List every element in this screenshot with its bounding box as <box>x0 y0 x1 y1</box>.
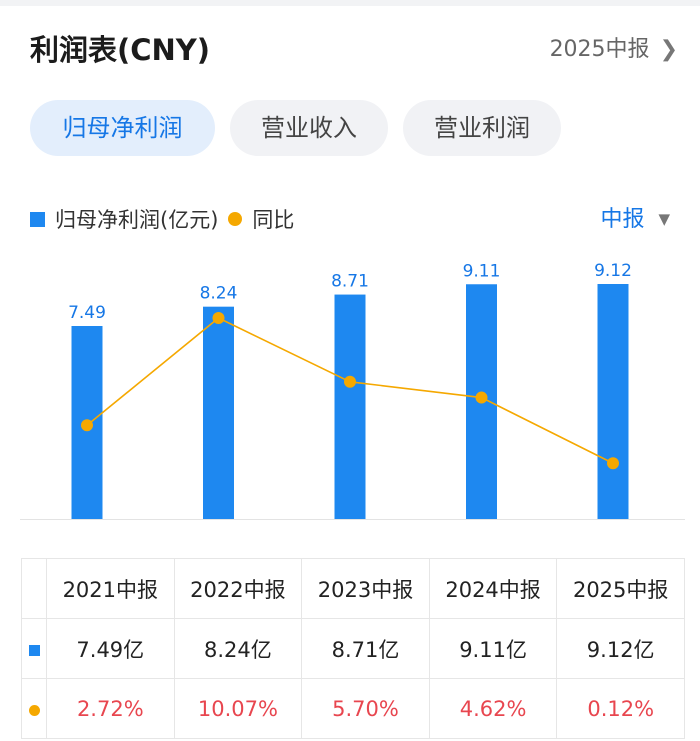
bar-legend-marker <box>30 211 45 227</box>
table-cell: 8.24亿 <box>173 618 303 679</box>
yoy-point[interactable] <box>607 457 619 470</box>
yoy-point[interactable] <box>212 312 225 324</box>
tab-net-profit[interactable]: 归母净利润 <box>30 100 215 156</box>
page-title: 利润表(CNY) <box>30 33 211 67</box>
tab-operating-profit[interactable]: 营业利润 <box>403 100 561 156</box>
tab-revenue[interactable]: 营业收入 <box>230 100 388 156</box>
table-header-cell: 2025中报 <box>556 558 685 619</box>
table-cell: 10.07% <box>173 678 303 739</box>
dot-marker-icon <box>28 704 40 716</box>
table-cell: 2.72% <box>46 678 175 739</box>
range-label: 中报 <box>600 207 645 232</box>
header: 利润表(CNY) 2025中报 ❯ <box>0 30 700 70</box>
bar[interactable] <box>203 306 234 519</box>
table-header-cell: 2022中报 <box>173 558 303 619</box>
bar-value-label: 8.71 <box>331 272 369 292</box>
line-legend-marker <box>228 212 243 226</box>
table-header-cell: 2021中报 <box>46 558 175 619</box>
line-row-marker <box>21 678 47 739</box>
bar-value-label: 9.12 <box>594 261 632 281</box>
table-header-row: 2021中报 2022中报 2023中报 2024中报 2025中报 <box>21 558 685 619</box>
header-corner <box>21 558 47 619</box>
bar-row-marker <box>21 618 47 679</box>
chart-legend: 归母净利润(亿元) 同比 <box>30 204 294 236</box>
profit-chart: 7.49 8.24 8.71 9.11 9.12 <box>20 261 685 520</box>
table-cell: 0.12% <box>556 678 685 739</box>
table-header-cell: 2023中报 <box>301 558 430 619</box>
data-table: 2021中报 2022中报 2023中报 2024中报 2025中报 7.49亿… <box>21 558 685 739</box>
table-cell: 9.12亿 <box>556 618 685 679</box>
square-marker-icon <box>28 644 40 656</box>
period-selector[interactable]: 2025中报 ❯ <box>550 30 678 70</box>
range-selector[interactable]: 中报 ▼ <box>600 204 670 237</box>
bar[interactable] <box>334 294 366 519</box>
bar[interactable] <box>597 284 629 519</box>
legend-line-label: 同比 <box>252 208 295 232</box>
table-cell: 7.49亿 <box>46 618 175 679</box>
bar-value-label: 7.49 <box>68 303 106 323</box>
chevron-right-icon: ❯ <box>659 37 678 62</box>
bar-value-label: 9.11 <box>463 261 501 281</box>
table-cell: 5.70% <box>301 678 430 739</box>
yoy-point[interactable] <box>81 419 93 432</box>
yoy-point[interactable] <box>344 375 356 388</box>
table-header-cell: 2024中报 <box>428 558 558 619</box>
legend-bar-label: 归母净利润(亿元) <box>55 208 219 232</box>
bar-value-label: 8.24 <box>200 284 238 304</box>
table-row-values: 7.49亿 8.24亿 8.71亿 9.11亿 9.12亿 <box>21 618 685 679</box>
period-label: 2025中报 <box>549 37 650 62</box>
table-cell: 9.11亿 <box>428 618 558 679</box>
table-cell: 8.71亿 <box>301 618 430 679</box>
table-row-yoy: 2.72% 10.07% 5.70% 4.62% 0.12% <box>21 678 685 739</box>
top-strip <box>0 0 700 6</box>
table-cell: 4.62% <box>428 678 558 739</box>
yoy-point[interactable] <box>475 391 488 404</box>
caret-down-icon: ▼ <box>658 210 670 228</box>
